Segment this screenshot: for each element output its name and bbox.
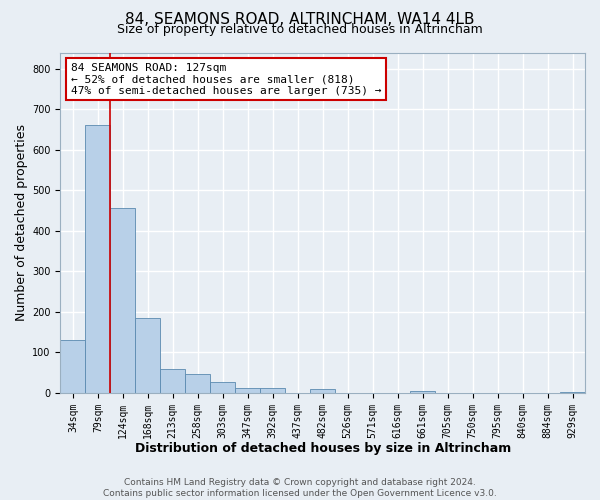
Bar [160,370,185,393]
X-axis label: Distribution of detached houses by size in Altrincham: Distribution of detached houses by size … [134,442,511,455]
Text: 84 SEAMONS ROAD: 127sqm
← 52% of detached houses are smaller (818)
47% of semi-d: 84 SEAMONS ROAD: 127sqm ← 52% of detache… [71,62,382,96]
Bar [85,126,110,393]
Bar [310,389,335,393]
Y-axis label: Number of detached properties: Number of detached properties [15,124,28,321]
Bar [110,208,136,393]
Text: 84, SEAMONS ROAD, ALTRINCHAM, WA14 4LB: 84, SEAMONS ROAD, ALTRINCHAM, WA14 4LB [125,12,475,28]
Text: Size of property relative to detached houses in Altrincham: Size of property relative to detached ho… [117,22,483,36]
Bar [61,340,85,393]
Bar [136,318,160,393]
Bar [260,388,285,393]
Bar [185,374,210,393]
Bar [560,392,585,393]
Bar [210,382,235,393]
Bar [410,391,435,393]
Text: Contains HM Land Registry data © Crown copyright and database right 2024.
Contai: Contains HM Land Registry data © Crown c… [103,478,497,498]
Bar [235,388,260,393]
